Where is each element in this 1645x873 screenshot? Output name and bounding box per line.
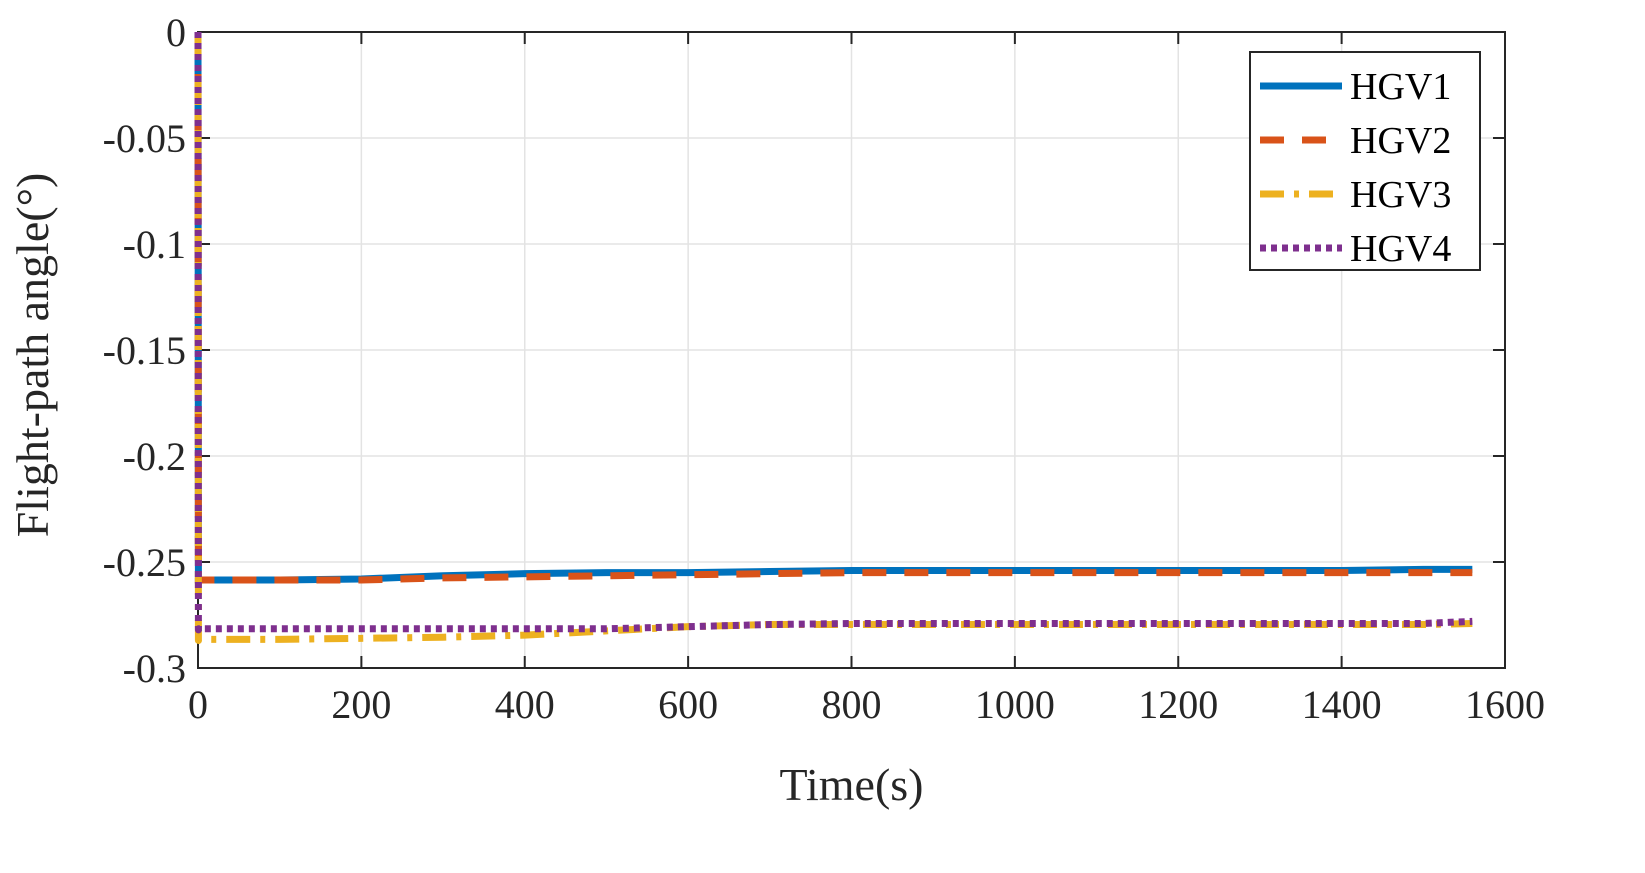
data-series [194, 31, 1473, 644]
legend-label: HGV2 [1350, 120, 1451, 162]
legend-label: HGV1 [1350, 66, 1451, 108]
legend: HGV1 HGV2 HGV3 HGV4 [1249, 51, 1481, 271]
x-tick-label: 1400 [1302, 682, 1382, 727]
y-tick-label: 0 [166, 10, 186, 55]
y-tick-label: -0.2 [123, 434, 186, 479]
x-tick-label: 1600 [1465, 682, 1545, 727]
x-tick-label: 200 [331, 682, 391, 727]
x-axis-title: Time(s) [780, 759, 924, 810]
x-tick-label: 1000 [975, 682, 1055, 727]
series-line-2 [194, 31, 1473, 587]
x-tick-label: 800 [822, 682, 882, 727]
y-tick-label: -0.15 [103, 328, 186, 373]
y-tick-label: -0.05 [103, 116, 186, 161]
x-tick-label: 400 [495, 682, 555, 727]
legend-label: HGV3 [1350, 174, 1451, 216]
y-axis-title: Flight-path angle(°) [7, 173, 58, 538]
y-tick-label: -0.1 [123, 222, 186, 267]
y-tick-label: -0.3 [123, 646, 186, 691]
y-tick-label: -0.25 [103, 540, 186, 585]
x-tick-label: 0 [188, 682, 208, 727]
x-tick-label: 1200 [1138, 682, 1218, 727]
axis-ticks: 0 200 400 600 800 1000 1200 1400 1600 0 -0.05 -0.1 -… [103, 10, 1545, 727]
legend-label: HGV4 [1350, 228, 1451, 270]
x-tick-label: 600 [658, 682, 718, 727]
series-line-4 [194, 31, 1473, 634]
